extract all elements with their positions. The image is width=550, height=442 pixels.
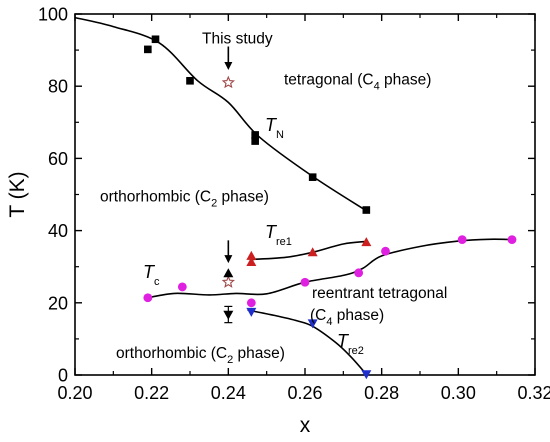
marker-this-study-tn — [221, 75, 235, 89]
marker-tre1 — [361, 237, 372, 247]
reentrant-label: reentrant tetragonal — [312, 285, 447, 302]
fit-curve-tn-fit — [74, 16, 367, 212]
y-tick-label: 0 — [58, 366, 68, 386]
marker-tre2 — [246, 307, 257, 317]
marker-tc — [300, 277, 310, 287]
marker-tn — [151, 35, 160, 44]
tetragonal-label: tetragonal (C4 phase) — [284, 72, 431, 93]
x-tick-label: 0.26 — [287, 383, 322, 403]
marker-this-study-tc — [221, 275, 235, 288]
arrow-head — [224, 255, 233, 264]
x-tick-label: 0.24 — [211, 383, 246, 403]
marker-tre1 — [246, 257, 257, 267]
orthorhombic-top-label: orthorhombic (C2 phase) — [100, 189, 269, 210]
marker-this-study-down — [223, 310, 234, 320]
axes: 0.20 0.22 0.24 0.26 0.28 0.30 0.32 0 20 40 60 80 100… — [6, 5, 550, 438]
marker-tn — [308, 173, 317, 181]
marker-tn — [251, 131, 259, 139]
reentrant-phase-label: (C4 phase) — [310, 307, 384, 328]
fit-curve-tre1-fit — [251, 240, 367, 261]
tc-label: Tc — [143, 262, 160, 288]
marker-tre1 — [307, 247, 318, 257]
orthorhombic-bottom-label: orthorhombic (C2 phase) — [116, 345, 285, 366]
marker-tc — [354, 268, 364, 278]
x-tick-label: 0.28 — [364, 383, 399, 403]
x-tick-label: 0.30 — [441, 383, 476, 403]
tre1-label: Tre1 — [265, 222, 292, 248]
marker-tc — [457, 235, 467, 245]
x-tick-label: 0.20 — [57, 383, 92, 403]
arrow-head — [224, 61, 233, 70]
y-tick-label: 60 — [48, 149, 68, 169]
marker-tre2 — [361, 370, 372, 380]
y-tick-label: 100 — [38, 5, 68, 25]
tn-label: TN — [265, 115, 284, 141]
tre2-label: Tre2 — [337, 331, 364, 357]
annotations: This study tetragonal (C4 phase) orthorh… — [100, 31, 447, 367]
y-tick-label: 40 — [48, 221, 68, 241]
marker-tc — [381, 246, 390, 256]
y-axis-label: T (K) — [6, 171, 29, 217]
marker-tc — [507, 235, 517, 245]
marker-tn — [144, 45, 152, 54]
marker-tre1 — [246, 250, 257, 260]
marker-tn — [362, 206, 371, 214]
marker-tc — [143, 293, 153, 303]
x-tick-label: 0.32 — [517, 383, 550, 403]
marker-tre2 — [307, 319, 318, 329]
this-study-label: This study — [202, 31, 273, 48]
x-axis-label: x — [300, 414, 311, 437]
x-tick-label: 0.22 — [134, 383, 169, 403]
marker-tn — [186, 76, 194, 85]
y-tick-label: 20 — [48, 293, 68, 313]
data-markers — [143, 35, 517, 380]
marker-tc — [246, 298, 256, 308]
marker-tn — [251, 137, 259, 145]
marker-tc — [177, 282, 187, 292]
y-tick-label: 80 — [48, 77, 68, 97]
marker-this-study-up — [223, 268, 234, 278]
